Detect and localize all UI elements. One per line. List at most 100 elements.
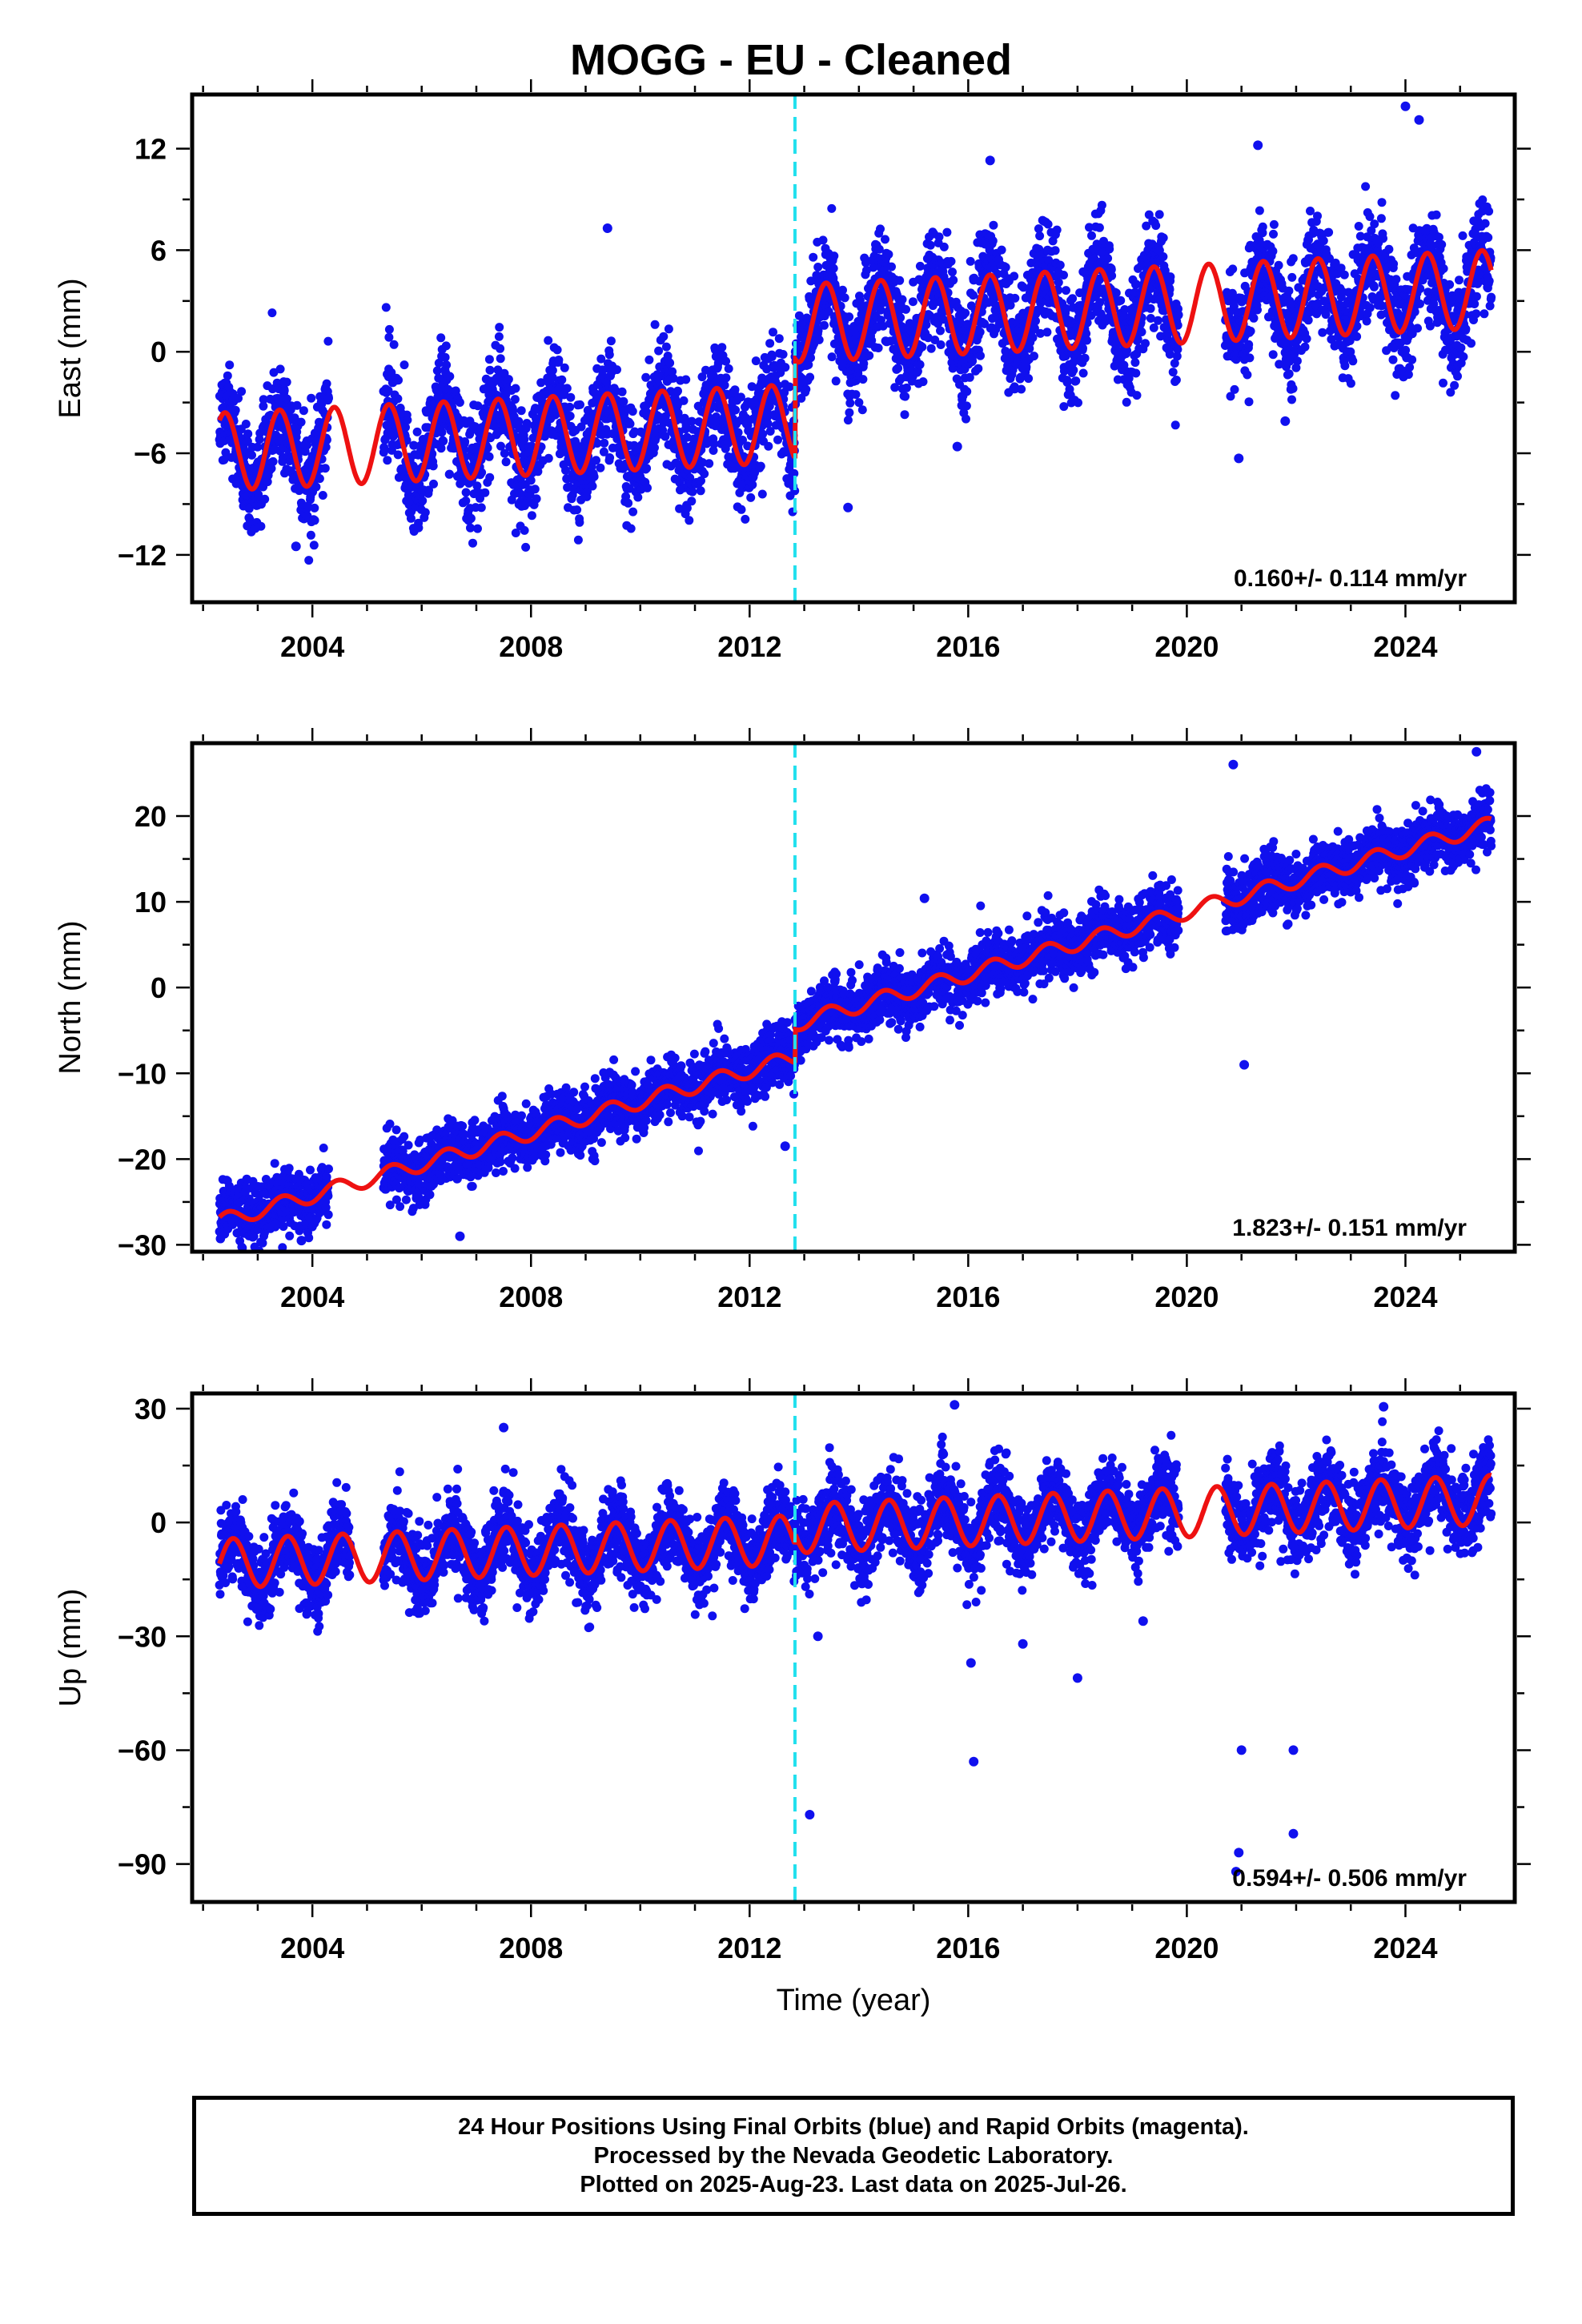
data-point — [1151, 221, 1161, 231]
data-point — [1485, 301, 1495, 311]
data-point — [1078, 344, 1087, 353]
data-point — [720, 380, 729, 390]
data-point — [383, 456, 392, 465]
data-point — [724, 438, 733, 448]
data-point — [814, 335, 824, 344]
data-point — [1370, 219, 1379, 229]
data-point — [876, 305, 885, 315]
data-point — [1142, 221, 1151, 231]
data-point — [915, 360, 925, 369]
data-point — [573, 535, 583, 545]
data-point — [1018, 283, 1028, 292]
data-point — [642, 464, 652, 473]
data-point — [1288, 384, 1298, 393]
data-point — [1062, 286, 1070, 296]
data-point — [383, 386, 393, 396]
data-point — [1082, 329, 1091, 339]
data-point — [989, 220, 998, 230]
outlier-point — [1253, 140, 1263, 151]
data-point — [468, 538, 477, 548]
data-point — [379, 443, 389, 452]
data-point — [589, 472, 599, 481]
data-point — [900, 410, 909, 420]
data-point — [801, 384, 811, 394]
data-point — [820, 320, 829, 330]
data-point — [901, 383, 911, 392]
data-point — [321, 442, 331, 452]
data-point — [1307, 288, 1316, 298]
data-point — [1306, 207, 1315, 215]
data-point — [962, 387, 972, 396]
data-point — [669, 373, 678, 383]
data-point — [1391, 391, 1400, 400]
data-point — [767, 352, 777, 361]
outlier-point — [602, 223, 612, 233]
data-point — [861, 266, 871, 275]
data-point — [624, 498, 633, 508]
data-point — [268, 384, 277, 394]
data-point — [1071, 376, 1081, 386]
data-point — [721, 356, 731, 366]
data-point — [1173, 344, 1182, 354]
data-point — [1302, 334, 1311, 344]
data-point — [730, 385, 740, 395]
x-tick-label: 2008 — [499, 630, 563, 663]
data-point — [857, 405, 867, 415]
data-point — [955, 317, 965, 327]
data-point — [696, 486, 705, 496]
data-point — [738, 436, 747, 444]
data-point — [605, 453, 615, 462]
data-point — [455, 398, 464, 407]
data-point — [295, 486, 304, 496]
data-point — [829, 263, 838, 273]
data-point — [1413, 324, 1422, 333]
data-point — [668, 367, 677, 376]
data-point — [527, 511, 536, 521]
data-point — [572, 505, 582, 515]
data-point — [1062, 304, 1071, 313]
data-point — [495, 323, 504, 332]
data-point — [1410, 307, 1419, 316]
data-point — [1158, 233, 1168, 243]
data-point — [299, 406, 308, 416]
data-point — [1431, 210, 1441, 219]
data-point — [997, 245, 1006, 255]
data-point — [1467, 339, 1476, 348]
data-point — [1269, 219, 1279, 229]
data-point — [485, 365, 495, 375]
data-point — [858, 375, 868, 384]
data-point — [665, 358, 675, 368]
data-point — [829, 251, 839, 261]
data-point — [461, 496, 471, 505]
data-point — [409, 440, 419, 450]
data-point — [484, 452, 494, 461]
data-point — [496, 344, 505, 353]
data-point — [476, 503, 486, 513]
data-point — [763, 419, 773, 428]
data-point — [477, 468, 487, 477]
data-point — [311, 482, 321, 492]
data-point — [845, 408, 854, 417]
data-point — [303, 440, 312, 450]
data-point — [969, 291, 978, 300]
data-point — [840, 293, 849, 303]
data-point — [1391, 275, 1401, 284]
data-point — [1484, 207, 1494, 216]
data-point — [536, 378, 546, 388]
data-point — [764, 441, 773, 451]
data-point — [259, 395, 268, 404]
data-point — [1230, 384, 1239, 394]
data-point — [401, 423, 410, 432]
data-point — [522, 419, 532, 428]
data-point — [923, 333, 933, 343]
data-point — [1369, 282, 1379, 292]
data-point — [1106, 265, 1116, 275]
data-point — [1059, 271, 1068, 279]
data-point — [231, 405, 240, 415]
data-point — [1365, 212, 1375, 221]
data-point — [1470, 300, 1480, 308]
data-point — [1055, 260, 1065, 270]
data-point — [1367, 226, 1376, 235]
data-point — [1446, 388, 1456, 397]
